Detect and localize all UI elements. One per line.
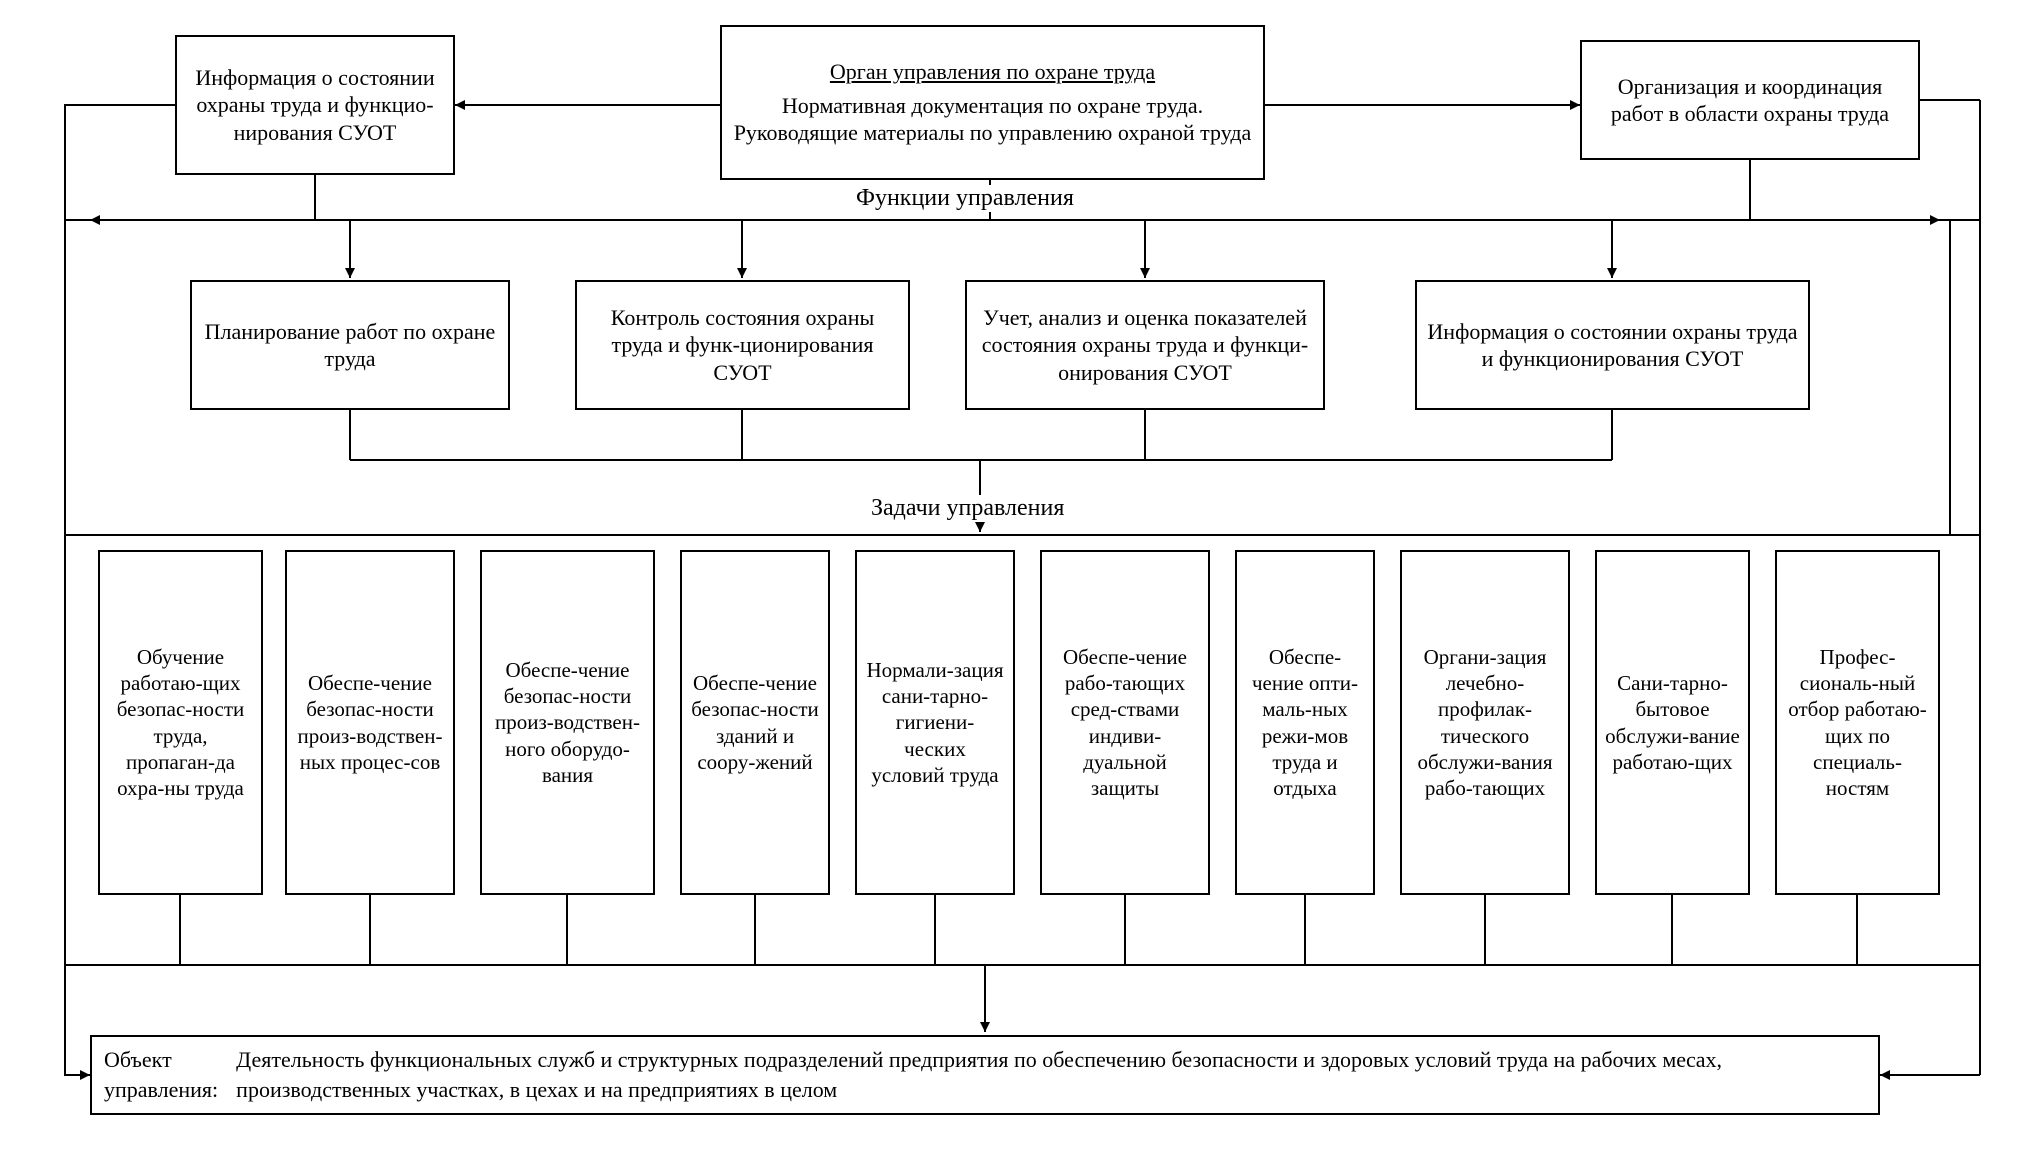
object-text: Деятельность функциональных служб и стру… [236,1045,1866,1104]
task-text-8: Сани-тарно-бытовое обслужи-вание работаю… [1605,670,1740,775]
task-box-8: Сани-тарно-бытовое обслужи-вание работаю… [1595,550,1750,895]
tasks-label: Задачи управления [865,495,1070,522]
top-right-box: Организация и координация работ в област… [1580,40,1920,160]
task-box-3: Обеспе-чение безопас-ности зданий и соор… [680,550,830,895]
function-text-1: Контроль состояния охраны труда и функ-ц… [585,304,900,387]
task-box-9: Профес-сиональ-ный отбор работаю-щих по … [1775,550,1940,895]
top-left-box: Информация о состоянии охраны труда и фу… [175,35,455,175]
task-text-6: Обеспе-чение опти-маль-ных режи-мов труд… [1245,644,1365,802]
top-center-box: Орган управления по охране труда Нормати… [720,25,1265,180]
function-text-3: Информация о состоянии охраны труда и фу… [1425,318,1800,373]
top-left-text: Информация о состоянии охраны труда и фу… [185,64,445,147]
object-label: Объект управления: [104,1045,218,1104]
task-text-5: Обеспе-чение рабо-тающих сред-ствами инд… [1050,644,1200,802]
task-box-6: Обеспе-чение опти-маль-ных режи-мов труд… [1235,550,1375,895]
task-text-3: Обеспе-чение безопас-ности зданий и соор… [690,670,820,775]
task-box-0: Обучение работаю-щих безопас-ности труда… [98,550,263,895]
top-center-body: Нормативная документация по охране труда… [730,92,1255,147]
task-box-2: Обеспе-чение безопас-ности произ-водстве… [480,550,655,895]
function-box-1: Контроль состояния охраны труда и функ-ц… [575,280,910,410]
task-box-5: Обеспе-чение рабо-тающих сред-ствами инд… [1040,550,1210,895]
task-text-9: Профес-сиональ-ный отбор работаю-щих по … [1785,644,1930,802]
top-center-title: Орган управления по охране труда [830,58,1155,86]
function-text-2: Учет, анализ и оценка показателей состоя… [975,304,1315,387]
function-box-2: Учет, анализ и оценка показателей состоя… [965,280,1325,410]
task-text-4: Нормали-зация сани-тарно-гигиени-ческих … [865,657,1005,788]
task-text-7: Органи-зация лечебно-профилак-тического … [1410,644,1560,802]
task-box-1: Обеспе-чение безопас-ности произ-водстве… [285,550,455,895]
task-text-2: Обеспе-чение безопас-ности произ-водстве… [490,657,645,788]
functions-label: Функции управления [850,185,1080,212]
task-box-4: Нормали-зация сани-тарно-гигиени-ческих … [855,550,1015,895]
top-right-text: Организация и координация работ в област… [1590,73,1910,128]
function-text-0: Планирование работ по охране труда [200,318,500,373]
task-text-1: Обеспе-чение безопас-ности произ-водстве… [295,670,445,775]
task-box-7: Органи-зация лечебно-профилак-тического … [1400,550,1570,895]
flowchart-root: Информация о состоянии охраны труда и фу… [20,20,2008,1142]
function-box-3: Информация о состоянии охраны труда и фу… [1415,280,1810,410]
object-box: Объект управления: Деятельность функцион… [90,1035,1880,1115]
task-text-0: Обучение работаю-щих безопас-ности труда… [108,644,253,802]
function-box-0: Планирование работ по охране труда [190,280,510,410]
